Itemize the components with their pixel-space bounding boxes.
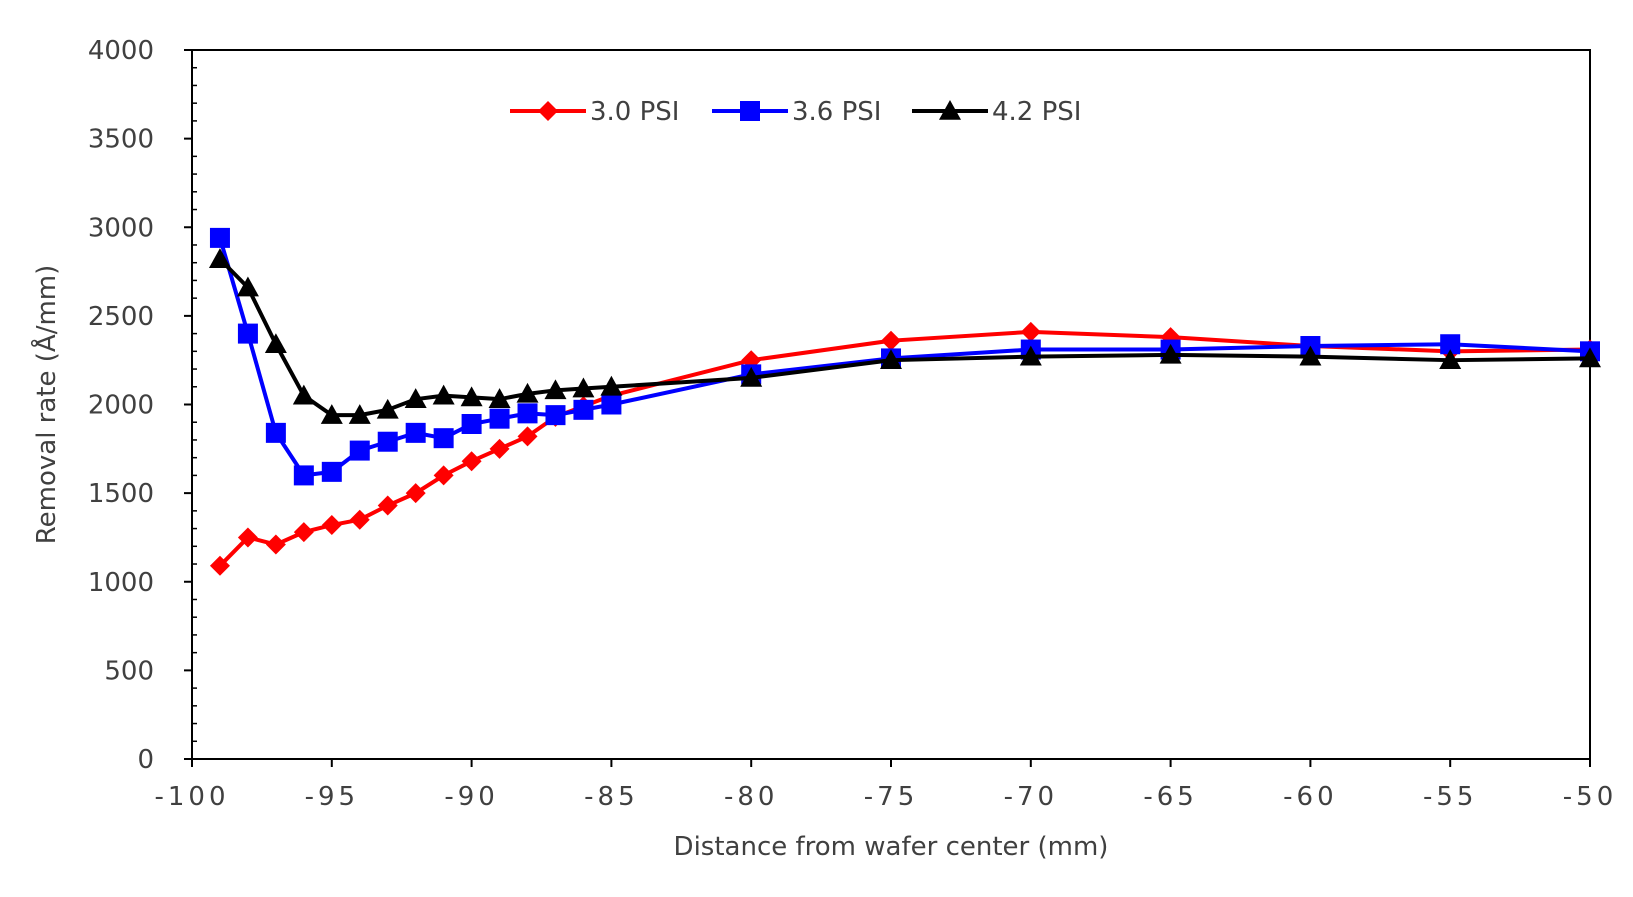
x-tick-label: -95 [305,782,359,812]
series-line [218,329,1591,568]
marker-triangle [488,388,511,408]
y-tick-label: 4000 [88,36,154,66]
marker-triangle [376,398,399,419]
marker-triangle [516,382,539,403]
marker-square [573,399,594,420]
marker-triangle [939,100,961,120]
x-tick-label: -80 [724,782,778,812]
marker-triangle [880,349,902,369]
marker-triangle [1159,343,1182,364]
y-tick-label: 3000 [88,213,154,243]
marker-diamond [405,483,426,504]
marker-square [293,465,314,486]
marker-triangle [1299,345,1322,366]
marker-triangle [432,384,455,405]
marker-diamond [265,534,286,555]
marker-triangle [1579,347,1601,368]
legend-label: 3.6 PSI [792,97,881,127]
series-group [208,227,1601,576]
marker-diamond [538,101,558,121]
series-2 [208,248,1601,424]
marker-square [489,408,510,429]
legend-label: 4.2 PSI [992,97,1081,127]
marker-triangle [404,388,427,408]
marker-diamond [321,515,342,536]
marker-triangle [208,248,231,268]
y-tick-label: 2500 [88,302,154,332]
marker-diamond [433,465,454,486]
series-line [218,257,1591,418]
marker-diamond [377,495,398,516]
legend-item: 4.2 PSI [912,97,1081,127]
marker-diamond [209,555,230,576]
marker-square [517,403,538,424]
marker-triangle [264,333,287,354]
y-tick-label: 0 [137,745,154,775]
marker-square [545,405,566,426]
marker-diamond [461,451,482,472]
marker-triangle [544,379,567,400]
y-axis-ticks: 0 500 1000 1500 2000 2500 3000 3500 4000 [88,36,192,775]
marker-triangle [236,276,259,297]
marker-diamond [1020,321,1041,342]
marker-triangle [348,404,371,424]
marker-triangle [600,375,623,396]
marker-triangle [320,404,343,424]
marker-square [405,422,426,443]
marker-square [265,422,286,443]
marker-square [433,428,454,449]
marker-square [349,440,370,461]
x-axis-title: Distance from wafer center (mm) [674,832,1109,862]
y-tick-label: 2000 [88,391,154,421]
marker-square [740,101,760,121]
legend-item: 3.0 PSI [510,97,679,127]
y-tick-label: 500 [104,656,154,686]
x-tick-label: -85 [584,782,638,812]
marker-square [601,394,622,415]
marker-diamond [881,330,901,351]
marker-diamond [489,438,510,459]
marker-square [377,431,398,452]
series-line [218,237,1591,478]
legend-item: 3.6 PSI [712,97,881,127]
x-axis-ticks: -100 -95 -90 -85 -80 -75 -70 -65 -60 -55 -50 [154,759,1617,812]
marker-square [209,227,230,248]
marker-diamond [349,509,370,530]
marker-triangle [1439,349,1462,369]
marker-square [321,461,342,482]
marker-diamond [517,426,538,447]
marker-square [237,323,258,344]
x-tick-label: -50 [1563,782,1617,812]
x-tick-label: -90 [444,782,498,812]
y-tick-label: 1500 [88,479,154,509]
y-tick-label: 3500 [88,125,154,155]
marker-diamond [293,522,314,543]
marker-triangle [572,377,595,398]
marker-triangle [1019,345,1042,366]
y-axis-minor-ticks [192,66,197,743]
x-tick-label: -55 [1423,782,1477,812]
y-tick-label: 1000 [88,568,154,598]
marker-triangle [292,384,315,405]
marker-diamond [237,527,258,548]
marker-triangle [460,386,483,407]
x-tick-label: -75 [864,782,918,812]
x-tick-label: -60 [1283,782,1337,812]
x-tick-label: -65 [1143,782,1197,812]
legend-label: 3.0 PSI [590,97,679,127]
marker-square [461,413,482,434]
x-tick-label: -70 [1004,782,1058,812]
marker-square [1440,334,1461,355]
marker-triangle [740,366,763,387]
y-axis-title: Removal rate (Å/mm) [30,265,62,545]
x-tick-label: -100 [154,782,229,812]
legend: 3.0 PSI 3.6 PSI 4.2 PSI [510,97,1081,127]
